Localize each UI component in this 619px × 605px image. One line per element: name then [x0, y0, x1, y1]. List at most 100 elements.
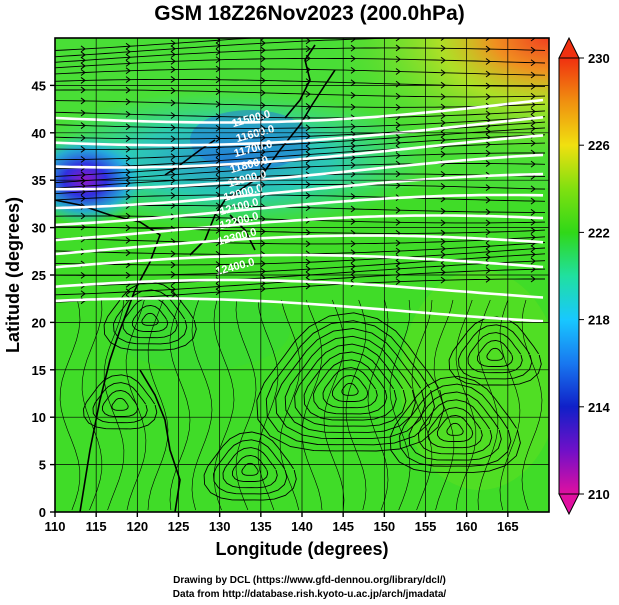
flow-arrow — [80, 97, 86, 105]
flow-arrow — [395, 152, 401, 160]
flow-arrow — [530, 82, 536, 90]
flow-arrow — [260, 148, 266, 156]
flow-arrow — [485, 196, 491, 204]
flow-arrow — [350, 268, 356, 276]
y-tick-label: 35 — [32, 173, 46, 188]
flow-arrow — [305, 229, 311, 236]
flow-arrow — [485, 38, 491, 41]
flow-arrow — [395, 68, 401, 75]
flow-arrow — [80, 155, 86, 163]
flow-arrow — [396, 27, 400, 33]
flow-arrow — [350, 262, 356, 270]
flow-arrow — [170, 192, 176, 199]
flow-arrow — [260, 134, 266, 142]
flow-arrow — [395, 103, 401, 111]
x-tick-label: 120 — [126, 519, 148, 534]
chart-title: GSM 18Z26Nov2023 (200.0hPa) — [154, 2, 465, 25]
tropical-streamline — [411, 299, 433, 511]
eddy-streamline — [399, 383, 512, 467]
flow-arrow — [170, 124, 176, 132]
flow-arrow — [440, 207, 446, 215]
y-tick-label: 10 — [32, 410, 46, 425]
flow-arrow — [440, 38, 446, 41]
eddy-streamline — [101, 390, 139, 417]
flow-arrow — [305, 204, 311, 212]
flow-arrow — [395, 259, 401, 267]
eddy-streamline — [313, 359, 388, 415]
flow-arrow — [485, 184, 491, 191]
tropical-streamline — [147, 299, 169, 511]
flow-arrow — [395, 271, 401, 279]
flow-arrow — [80, 212, 86, 220]
eddy-streamline — [131, 305, 169, 332]
flow-arrow — [485, 219, 491, 227]
eddy-streamline — [222, 447, 278, 489]
eddy-streamline — [418, 399, 493, 455]
flow-arrow — [305, 45, 311, 53]
flow-arrow — [80, 145, 86, 153]
flow-arrow — [395, 181, 401, 189]
flow-arrow — [305, 103, 311, 110]
flow-arrow — [440, 130, 446, 138]
flow-arrow — [350, 142, 356, 150]
flow-arrow — [170, 261, 176, 269]
flow-arrow — [305, 124, 311, 132]
flow-arrow — [395, 247, 401, 255]
y-tick-label: 15 — [32, 363, 46, 378]
flow-arrow — [170, 57, 176, 65]
flow-arrow — [80, 51, 86, 59]
streamline — [55, 38, 546, 58]
flow-arrow — [440, 268, 446, 276]
flow-arrow — [260, 285, 266, 293]
tropical-streamline — [301, 299, 323, 511]
y-tick-label: 20 — [32, 315, 46, 330]
flow-arrow — [440, 112, 446, 120]
eddy-streamline — [408, 391, 502, 461]
tropical-streamline — [389, 299, 411, 511]
flow-arrow — [530, 209, 536, 216]
streamline — [55, 116, 546, 129]
flow-arrow — [350, 103, 356, 111]
flow-arrow — [170, 99, 176, 107]
flow-arrow — [305, 240, 311, 248]
colorbar-tick-label: 214 — [588, 400, 610, 415]
flow-arrow — [395, 134, 401, 141]
x-tick-label: 165 — [497, 519, 519, 534]
eddy-streamline — [427, 407, 483, 449]
flow-arrow — [530, 218, 536, 226]
flow-arrow — [260, 181, 266, 189]
flow-arrow — [80, 86, 86, 94]
contour-line — [55, 214, 544, 242]
tropical-streamline — [345, 299, 367, 511]
tropical-streamline — [279, 299, 301, 511]
flow-arrow — [530, 250, 536, 258]
flow-arrow — [80, 177, 86, 185]
flow-arrow — [530, 119, 536, 127]
contour-line — [55, 234, 544, 256]
flow-arrow — [260, 114, 266, 121]
flow-arrow — [80, 77, 86, 84]
flow-arrow — [440, 56, 446, 64]
flow-arrow — [440, 251, 446, 259]
flow-arrow — [441, 25, 445, 31]
colorbar-top-arrow — [558, 36, 580, 59]
eddy-streamline — [448, 316, 542, 386]
flow-arrow — [125, 288, 131, 296]
flow-arrow — [170, 39, 176, 47]
x-tick-label: 110 — [45, 519, 66, 534]
x-tick-label: 135 — [250, 519, 272, 534]
flow-arrow — [125, 168, 131, 176]
flow-arrow — [260, 260, 266, 268]
flow-arrow — [485, 228, 491, 236]
flow-arrow — [260, 215, 266, 223]
flow-arrow — [350, 256, 356, 264]
flow-arrow — [170, 250, 176, 258]
flow-arrow — [305, 38, 311, 45]
flow-arrow — [170, 271, 176, 278]
flow-arrow — [170, 51, 176, 58]
colorbar-tick-label: 230 — [588, 51, 610, 66]
y-tick-label: 45 — [32, 78, 46, 93]
flow-arrow — [125, 48, 131, 56]
flow-arrow — [530, 185, 536, 193]
streamline — [55, 134, 546, 161]
